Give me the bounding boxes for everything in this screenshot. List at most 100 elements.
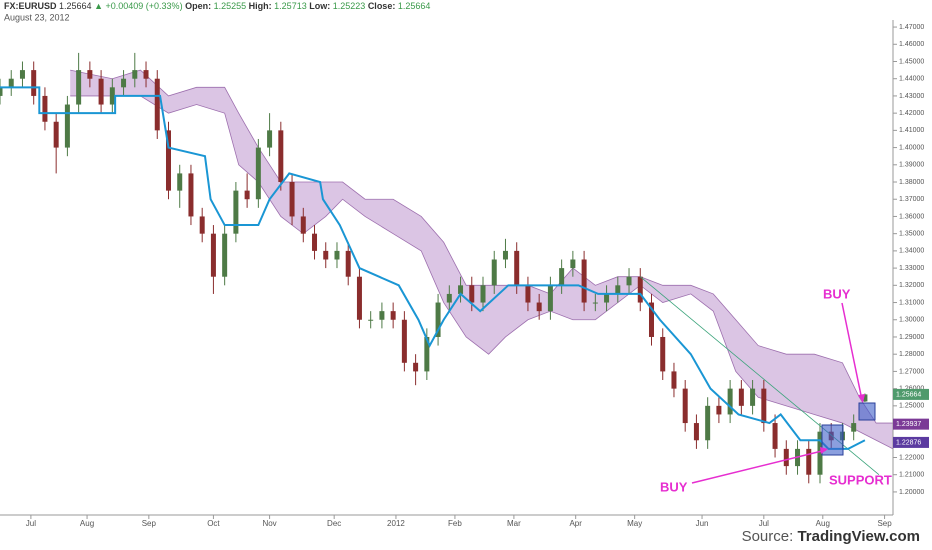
x-tick-label: Mar (507, 519, 521, 528)
candle-body (592, 302, 598, 304)
x-tick-label: 2012 (387, 519, 405, 528)
y-tick-label: 1.27000 (899, 368, 924, 375)
source-label: Source: (742, 528, 794, 545)
arrowhead (858, 394, 865, 403)
x-tick-label: Apr (569, 519, 582, 528)
y-tick-label: 1.38000 (899, 179, 924, 186)
open-label: Open: (185, 1, 211, 11)
candle-body (368, 319, 374, 321)
candle-body (76, 70, 82, 105)
y-tick-label: 1.22000 (899, 454, 924, 461)
candle-body (525, 285, 531, 303)
candle-body (536, 302, 542, 312)
y-tick-label: 1.30000 (899, 317, 924, 324)
candle-body (312, 233, 318, 251)
highlight-box (821, 424, 844, 456)
price: 1.25664 (59, 1, 92, 11)
candle-body (53, 121, 59, 148)
price-badge (893, 388, 929, 400)
source: TradingView.com (797, 528, 920, 545)
price-badge (893, 436, 929, 448)
y-tick-label: 1.41000 (899, 127, 924, 134)
candle-body (222, 233, 228, 277)
candle-body (648, 302, 654, 337)
candle-body (8, 78, 14, 88)
y-tick-label: 1.20000 (899, 489, 924, 496)
candle-body (547, 285, 553, 312)
annotation: BUY (823, 286, 851, 301)
candle-body (469, 285, 475, 303)
candle-body (289, 182, 295, 217)
y-tick-label: 1.42000 (899, 110, 924, 117)
y-tick-label: 1.46000 (899, 41, 924, 48)
candle-body (806, 448, 812, 475)
kijun-line (0, 86, 866, 450)
date: August 23, 2012 (4, 12, 70, 22)
candle-body (267, 130, 273, 148)
price-badge (893, 418, 929, 430)
candle-body (188, 173, 194, 217)
x-tick-label: Oct (207, 519, 220, 528)
candle-body (570, 259, 576, 269)
cloud-upper (70, 69, 893, 424)
x-tick-label: Aug (816, 519, 830, 528)
y-tick-label: 1.34000 (899, 248, 924, 255)
price-badge-label: 1.22876 (896, 439, 921, 446)
candle-body (862, 394, 868, 402)
arrow (841, 302, 863, 401)
candle-body (121, 78, 127, 88)
y-tick-label: 1.29000 (899, 334, 924, 341)
y-tick-label: 1.35000 (899, 231, 924, 238)
y-tick-label: 1.40000 (899, 144, 924, 151)
candle-body (64, 104, 70, 148)
candle-body (132, 70, 138, 79)
x-tick-label: Nov (262, 519, 276, 528)
y-tick-label: 1.32000 (899, 282, 924, 289)
symbol: FX:EURUSD (4, 1, 57, 11)
y-tick-label: 1.21000 (899, 472, 924, 479)
candle-body (323, 250, 329, 260)
candle-body (31, 70, 37, 96)
header: FX:EURUSD 1.25664 ▲ +0.00409 (+0.33%) Op… (4, 1, 430, 11)
low-value: 1.25223 (333, 1, 366, 11)
candle-body (165, 130, 171, 191)
candle-body (851, 423, 857, 432)
candle-body (693, 423, 699, 441)
candle-body (772, 423, 778, 449)
x-tick-label: Sep (142, 519, 157, 528)
candle-body (671, 371, 677, 389)
x-tick-label: Jul (759, 519, 769, 528)
candle-body (604, 293, 610, 303)
candle-body (435, 302, 441, 337)
candle-body (244, 190, 250, 200)
candle-body (727, 388, 733, 415)
candle-body (177, 173, 183, 191)
candle-body (19, 70, 25, 79)
change: ▲ +0.00409 (+0.33%) (94, 1, 182, 11)
x-tick-label: Jun (696, 519, 709, 528)
candle-body (716, 405, 722, 415)
cloud (70, 70, 893, 449)
candle-body (42, 95, 48, 122)
candle-body (682, 388, 688, 424)
candle-body (334, 250, 340, 260)
candle-body (626, 276, 632, 286)
candle-body (761, 388, 767, 424)
annotation: BUY (660, 479, 688, 494)
candle-body (817, 431, 823, 475)
candle-body (0, 87, 3, 96)
arrowhead (820, 447, 828, 454)
annotation: SUPPORT (829, 472, 892, 487)
candle-body (705, 405, 711, 441)
candle-body (480, 285, 486, 303)
candle-body (738, 388, 744, 406)
x-tick-label: Sep (877, 519, 892, 528)
y-tick-label: 1.47000 (899, 24, 924, 31)
candle-body (390, 311, 396, 320)
y-tick-label: 1.44000 (899, 76, 924, 83)
candle-body (87, 70, 93, 79)
y-tick-label: 1.25000 (899, 403, 924, 410)
x-tick-label: Dec (327, 519, 341, 528)
open-value: 1.25255 (214, 1, 247, 11)
